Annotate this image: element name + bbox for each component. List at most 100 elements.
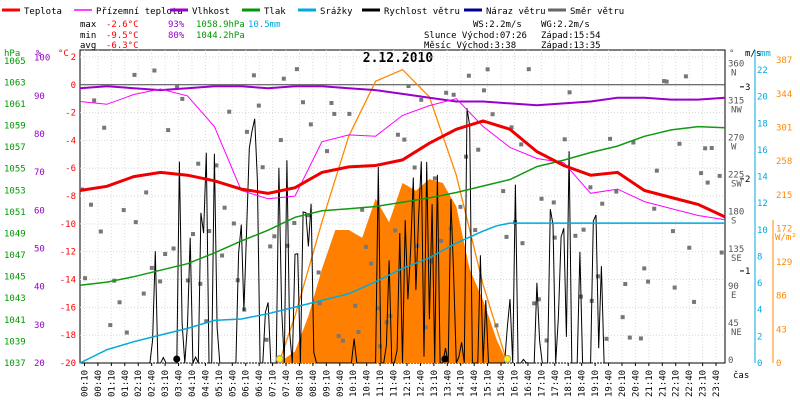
wind-dir-point — [539, 196, 544, 201]
wind-dir-point — [196, 161, 201, 166]
chart-title: 2.12.2010 — [363, 51, 434, 66]
axis-unit-pct: % — [36, 49, 42, 59]
wind-dir-point — [646, 279, 651, 284]
wind-dir-point — [102, 125, 107, 130]
x-tick-label: 07:40 — [282, 370, 292, 397]
x-tick-label: 22:10 — [672, 370, 682, 397]
wind-dir-point — [536, 297, 541, 302]
y-tick-wm2: 0 — [776, 359, 781, 369]
y-tick-wm2: 258 — [776, 157, 792, 167]
wind-dir-point — [444, 90, 449, 95]
stat-min-temp: -9.5°C — [106, 31, 139, 41]
axis-unit-hpa: hPa — [4, 49, 20, 59]
y-tick-pct: 40 — [34, 283, 45, 293]
wind-dir-point — [703, 146, 708, 151]
wind-dir-point — [670, 229, 675, 234]
y-tick-hpa: 1065 — [4, 57, 26, 67]
y-tick-deg-dir: SW — [731, 180, 742, 190]
y-tick-mm: 6 — [757, 279, 762, 289]
sunrise-marker — [275, 355, 284, 363]
y-tick-wm2: 344 — [776, 90, 792, 100]
y-tick-degc: -2 — [65, 109, 76, 119]
y-tick-pct: 80 — [34, 130, 45, 140]
moonrise-marker — [173, 355, 181, 363]
wind-dir-point — [419, 97, 424, 102]
legend-item-rain: Srážky — [298, 7, 353, 17]
y-tick-mm: 14 — [757, 173, 768, 183]
x-tick-label: 02:10 — [134, 370, 144, 397]
wind-dir-point — [705, 180, 710, 185]
y-tick-mm: 4 — [757, 306, 762, 316]
wind-dir-point — [272, 234, 277, 239]
x-tick-label: 15:40 — [497, 370, 507, 397]
wind-dir-point — [595, 274, 600, 279]
y-tick-wm2: 215 — [776, 191, 792, 201]
wind-dir-point — [604, 336, 609, 341]
info-wg: WG:2.2m/s — [541, 20, 590, 30]
wind-dir-point — [412, 165, 417, 170]
wind-dir-point — [308, 122, 313, 127]
wind-dir-point — [98, 229, 103, 234]
wind-dir-point — [552, 235, 557, 240]
y-tick-deg-dir: NE — [731, 328, 742, 338]
x-tick-label: 03:10 — [161, 370, 171, 397]
wind-dir-point — [89, 202, 94, 207]
x-tick-label: 08:40 — [309, 370, 319, 397]
wind-dir-point — [532, 301, 537, 306]
wind-dir-point — [608, 136, 613, 141]
wind-dir-point — [268, 244, 273, 249]
x-tick-label: 16:40 — [524, 370, 534, 397]
wind-dir-point — [614, 189, 619, 194]
wind-dir-point — [222, 205, 227, 210]
x-tick-label: 10:40 — [363, 370, 373, 397]
info-ws: WS:2.2m/s — [473, 20, 522, 30]
wind-dir-point — [677, 141, 682, 146]
wind-dir-point — [642, 266, 647, 271]
y-tick-pct: 20 — [34, 359, 45, 369]
axis-unit-ms: m/s — [745, 49, 761, 59]
x-tick-label: 07:10 — [269, 370, 279, 397]
wind-dir-point — [551, 200, 556, 205]
y-tick-hpa: 1061 — [4, 100, 26, 110]
chart-marks — [79, 67, 726, 364]
legend-item-ground: Přízemní teplota — [74, 7, 183, 17]
x-tick-label: 20:10 — [618, 370, 628, 397]
y-tick-mm: 2 — [757, 332, 762, 342]
wind-dir-point — [353, 303, 358, 308]
axis-unit-wm2: W/m² — [775, 233, 797, 243]
wind-dir-point — [83, 276, 88, 281]
y-tick-hpa: 1055 — [4, 165, 26, 175]
wind-dir-point — [451, 92, 456, 97]
y-tick-degc: -18 — [60, 331, 76, 341]
stat-avg-temp: -6.3°C — [106, 41, 139, 51]
stats-block: max -2.6°C 93% 1058.9hPa 10.5mm min -9.5… — [80, 20, 281, 51]
wind-dir-point — [458, 204, 463, 209]
legend-label: Vlhkost — [192, 7, 230, 17]
x-tick-label: 19:10 — [591, 370, 601, 397]
y-tick-deg: 0 — [728, 356, 733, 366]
x-tick-label: 05:10 — [215, 370, 225, 397]
axis-unit-mm: mm — [760, 49, 771, 59]
y-tick-deg-dir: N — [731, 68, 736, 78]
temp-line — [79, 119, 726, 219]
wind-dir-point — [687, 245, 692, 250]
wind-dir-point — [423, 325, 428, 330]
legend: Teplota Přízemní teplota Vlhkost Tlak Sr… — [2, 7, 624, 17]
y-tick-degc: -6 — [65, 164, 76, 174]
wind-dir-point — [573, 233, 578, 238]
y-tick-degc: -16 — [60, 303, 76, 313]
legend-item-wind-gust: Náraz větru — [464, 7, 546, 17]
wind-dir-point — [432, 176, 437, 181]
wind-dir-point — [256, 103, 261, 108]
x-tick-label: 03:40 — [175, 370, 185, 397]
wind-dir-point — [504, 234, 509, 239]
y-tick-hpa: 1045 — [4, 273, 26, 283]
wind-dir-point — [227, 109, 232, 114]
wind-dir-point — [466, 73, 471, 78]
x-tick-label: 04:10 — [188, 370, 198, 397]
ground-temp-line — [79, 88, 726, 221]
y-tick-pct: 50 — [34, 244, 45, 254]
legend-item-pressure: Tlak — [242, 7, 286, 17]
x-tick-label: 21:10 — [645, 370, 655, 397]
